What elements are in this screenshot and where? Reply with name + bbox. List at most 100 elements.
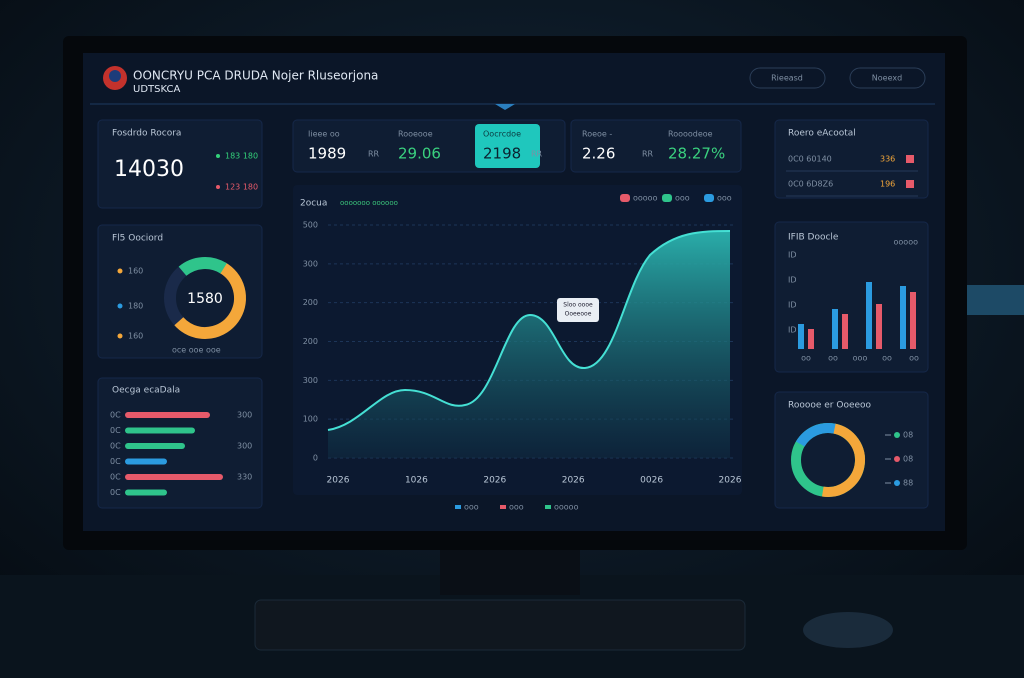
legend-swatch: [545, 505, 551, 509]
y-label: 300: [303, 376, 318, 385]
legend-item: 08: [903, 455, 913, 464]
x-label: oo: [882, 354, 892, 363]
stat: 123 180: [225, 183, 258, 192]
legend-item: ooo: [675, 194, 690, 203]
y-label: 200: [303, 298, 318, 307]
panel-label: IFIB Doocle: [788, 233, 839, 243]
kpi-unit: RR: [531, 150, 543, 159]
kpi-value: 28.27%: [668, 145, 725, 163]
logo-inner: [109, 70, 121, 82]
panel-tag: ooooo: [894, 238, 919, 247]
y-label: 0: [313, 454, 318, 463]
stat: 183 180: [225, 152, 258, 161]
legend-item: 08: [903, 431, 913, 440]
donut-segment: [164, 257, 246, 339]
bar: [900, 286, 906, 349]
legend: ooooo ooo ooo: [620, 194, 732, 203]
legend-swatch: [455, 505, 461, 509]
legend-swatch: [620, 194, 630, 202]
legend-item: 160: [128, 267, 143, 276]
row-value: 300: [237, 411, 252, 420]
row-value: 300: [237, 442, 252, 451]
row-value: 336: [880, 155, 895, 164]
row-value: 196: [880, 180, 895, 189]
status: [906, 155, 914, 163]
legend-item: ooooo: [554, 503, 579, 512]
legend-item: 160: [128, 332, 143, 341]
row-label: 0C: [110, 488, 121, 497]
x-label: 2026: [719, 476, 742, 486]
bar: [125, 458, 167, 465]
row-label: 0C: [110, 442, 121, 451]
row-label: 0C: [110, 457, 121, 466]
tooltip-text: Sloo oooe: [563, 302, 593, 309]
mouse: [803, 612, 893, 648]
bar: [866, 282, 872, 349]
legend: 08 08 88: [885, 431, 913, 488]
legend-item: 180: [128, 302, 143, 311]
subtitle: UDTSKCA: [133, 84, 180, 95]
keyboard: [254, 599, 746, 651]
y-label: ID: [788, 276, 797, 285]
donut-segment: [791, 423, 865, 497]
bar: [798, 324, 804, 349]
kpi-label: Oocrcdoe: [483, 130, 521, 139]
row-name: 0C0 6D8Z6: [788, 180, 833, 189]
panel: [774, 391, 929, 509]
dot: [894, 432, 900, 438]
tooltip-text: Ooeeooe: [565, 311, 592, 318]
panel: [570, 119, 742, 173]
x-label: ooo: [853, 354, 868, 363]
dot: [117, 268, 123, 274]
dot: [894, 456, 900, 462]
kpi-highlight: [475, 124, 540, 168]
legend-swatch: [662, 194, 672, 202]
x-label: oo: [828, 354, 838, 363]
y-label: 200: [303, 337, 318, 346]
row-value: 330: [237, 473, 252, 482]
button[interactable]: [849, 67, 926, 89]
legend-swatch: [704, 194, 714, 202]
chart-title: 2ocua: [300, 199, 327, 209]
button-label[interactable]: Rieeasd: [771, 74, 803, 83]
kpi-unit: RR: [368, 150, 380, 159]
panel-label: Roero eAcootal: [788, 129, 856, 139]
kpi-value: 2.26: [582, 145, 615, 163]
x-label: 2026: [483, 476, 506, 486]
chart-tag: ooooooo oooooo: [340, 199, 398, 207]
kpi-value: 29.06: [398, 145, 441, 163]
panel-label: Fosdrdo Rocora: [112, 129, 181, 139]
legend-item: ooooo: [633, 194, 658, 203]
y-label: 100: [303, 415, 318, 424]
y-label: ID: [788, 301, 797, 310]
bar: [842, 314, 848, 349]
bar-rows: 0C 300 0C 0C 300 0C 0C 330 0C: [110, 411, 252, 498]
legend-item: 88: [903, 479, 913, 488]
x-label: 0026: [640, 476, 663, 486]
dot: [216, 154, 220, 158]
bar: [876, 304, 882, 349]
y-label: 500: [303, 221, 318, 230]
legend-item: ooo: [509, 503, 524, 512]
row-name: 0C0 60140: [788, 155, 832, 164]
x-label: oo: [801, 354, 811, 363]
kpi-label: Roeoe -: [582, 130, 612, 139]
panel-footer: oce ooe ooe: [172, 346, 221, 355]
bar: [125, 489, 167, 496]
row-label: 0C: [110, 411, 121, 420]
bar: [910, 292, 916, 349]
legend-item: ooo: [717, 194, 732, 203]
kpi-strip: Iieee oo 1989 RR Rooeooe 29.06 Oocrcdoe 2198 RR…: [308, 130, 725, 163]
y-label: 300: [303, 259, 318, 268]
button-label[interactable]: Noeexd: [872, 74, 902, 83]
header-notch: [495, 104, 515, 110]
button[interactable]: [749, 67, 826, 89]
chart-footer: ooo ooo ooooo: [455, 503, 579, 512]
x-label: 1026: [405, 476, 428, 486]
kpi-unit: RR: [642, 150, 654, 159]
y-label: ID: [788, 251, 797, 260]
bar: [125, 474, 223, 480]
bar: [808, 329, 814, 349]
